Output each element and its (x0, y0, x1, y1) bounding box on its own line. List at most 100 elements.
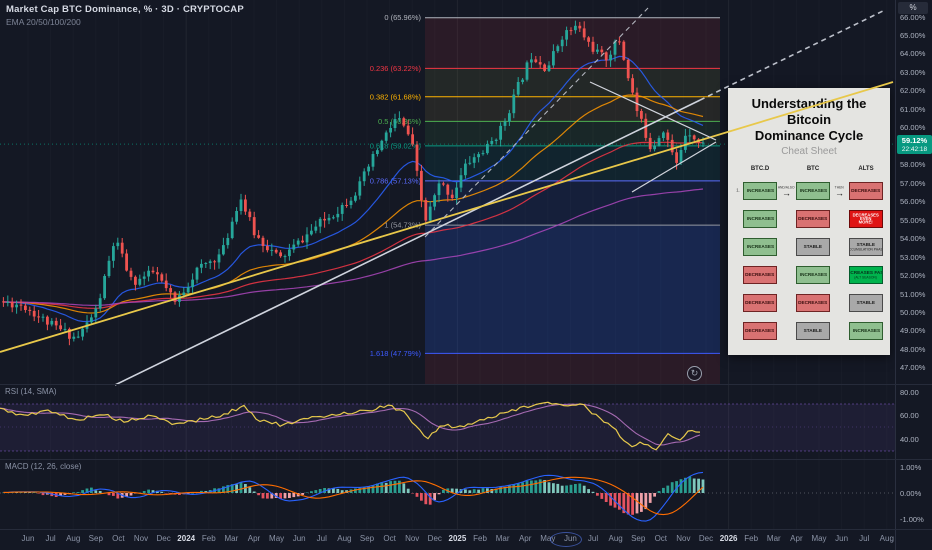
time-axis-label: Feb (201, 534, 216, 543)
fib-level-label: 0.382 (61.68%) (370, 92, 422, 101)
cheat-sheet-row: INCREASES DECREASES DECREASES EVEN MORE! (728, 210, 890, 228)
time-axis-label: May (540, 534, 556, 543)
cheat-cell: INCREASES (743, 238, 777, 256)
cheat-cell: INCREASES (796, 266, 830, 284)
time-axis-label: Oct (383, 534, 396, 543)
time-axis-label: Nov (676, 534, 691, 543)
arrow-connector: AND/ALSO → (777, 186, 796, 197)
time-axis-label: Feb (473, 534, 487, 543)
macd-axis-label: -1.00% (900, 514, 924, 524)
time-axis-label: 2024 (177, 534, 196, 543)
cheat-cell-text: INCREASES (852, 328, 880, 334)
fib-level-label: 1 (54.73%) (384, 221, 421, 230)
price-axis-label: 61.00% (900, 104, 926, 114)
cheat-sheet-panel[interactable]: Understanding the Bitcoin Dominance Cycl… (728, 88, 890, 355)
time-axis-label: Mar (495, 534, 510, 543)
fib-level-label: 0.236 (63.22%) (370, 64, 422, 73)
time-axis-label: Mar (224, 534, 239, 543)
price-axis-label: 55.00% (900, 215, 926, 225)
cheat-cell: DECREASES (796, 294, 830, 312)
cheat-cell: DECREASES (743, 294, 777, 312)
column-header-btcd: BTC.D (750, 166, 770, 172)
cheat-cell-text: INCREASES (746, 188, 774, 194)
rsi-axis-label: 60.00 (900, 411, 919, 421)
time-axis-label: Feb (744, 534, 759, 543)
fib-level-label: 1.618 (47.79%) (370, 349, 422, 358)
time-axis-label: Dec (156, 534, 171, 543)
arrow-label: THEN (835, 185, 844, 190)
cheat-cell: DECREASES (849, 182, 883, 200)
time-axis-label: Nov (405, 534, 420, 543)
time-axis-label: Aug (337, 534, 352, 543)
time-axis-label: Oct (654, 534, 668, 543)
time-axis-label: Jun (21, 534, 35, 543)
time-axis-label: Oct (112, 534, 125, 543)
fib-level-label: 0.786 (57.13%) (370, 176, 422, 185)
macd-axis-label: 0.00% (900, 488, 922, 498)
price-axis-label: 57.00% (900, 178, 926, 188)
cheat-cell-text: DECREASES (798, 216, 828, 222)
time-axis-label: Jun (835, 534, 849, 543)
cheat-cell-text: DECREASES (745, 328, 775, 334)
time-axis-label: 2025 (448, 534, 467, 543)
cheat-cell-subtext: (ALT SEASON) (854, 275, 878, 280)
cheat-cell-text: DECREASES (798, 300, 828, 306)
cheat-sheet-title: Understanding the Bitcoin Dominance Cycl… (751, 96, 867, 143)
cheat-cell-text: INCREASES (799, 188, 827, 194)
pane-separator (0, 529, 932, 530)
chart-legend: Market Cap BTC Dominance, % · 3D · CRYPT… (6, 4, 244, 27)
time-axis-label: Sep (359, 534, 375, 543)
price-axis-label: 58.00% (900, 160, 926, 170)
price-axis-label: 60.00% (900, 123, 926, 133)
time-axis-label: 2026 (719, 534, 738, 543)
price-axis-label: 49.00% (900, 326, 926, 336)
rsi-axis-label: 80.00 (900, 387, 919, 397)
pane-separator[interactable] (0, 384, 932, 385)
cheat-cell: STABLE(ACCUMULATION PHASE) (849, 238, 883, 256)
price-axis[interactable]: % 59.12% 22:42:18 66.00% 65.00% 64.00% 63.0… (895, 0, 932, 550)
pane-separator[interactable] (0, 459, 932, 460)
rsi-indicator-label[interactable]: RSI (14, SMA) (5, 387, 57, 396)
bar-countdown: 22:42:18 (901, 146, 928, 153)
current-price-tag: 59.12% 22:42:18 (897, 135, 932, 154)
symbol-title[interactable]: Market Cap BTC Dominance, % · 3D · CRYPT… (6, 4, 244, 15)
time-axis-label: May (269, 534, 285, 543)
indicator-label[interactable]: EMA 20/50/100/200 (6, 17, 81, 27)
cheat-sheet-row: 1. INCREASES AND/ALSO → INCREASES THEN → DECREA… (728, 182, 890, 200)
time-axis-label: Mar (766, 534, 781, 543)
time-axis-label: Aug (608, 534, 623, 543)
column-header-alts: ALTS (858, 166, 874, 172)
time-axis-label: Nov (133, 534, 149, 543)
time-axis[interactable]: Jun Jul Aug Sep Oct Nov Dec 2024 Feb Mar Apr May Jun… (0, 530, 895, 550)
cheat-cell: STABLE (796, 322, 830, 340)
cheat-cell-text: INCREASES (746, 216, 774, 222)
cheat-sheet-subtitle: Cheat Sheet (781, 146, 837, 157)
current-price-value: 59.12% (901, 136, 928, 145)
cheat-cell: STABLE (796, 238, 830, 256)
cheat-cell: DECREASES EVEN MORE! (849, 210, 883, 228)
cheat-cell-text: STABLE (803, 244, 823, 250)
column-header-btc: BTC (806, 166, 820, 172)
cheat-cell: INCREASES (849, 322, 883, 340)
cheat-cell: INCREASES (743, 182, 777, 200)
time-axis-label: Dec (427, 534, 442, 543)
cheat-sheet-row: DECREASES INCREASES INCREASES FAST(ALT SEA… (728, 266, 890, 284)
time-axis-label: May (811, 534, 827, 543)
cheat-cell-text: INCREASES FAST (850, 270, 882, 275)
cheat-cell-text: STABLE (856, 242, 876, 247)
cheat-sheet-rows: 1. INCREASES AND/ALSO → INCREASES THEN → DECREA… (728, 182, 890, 340)
arrow-right-icon: → (782, 187, 791, 198)
price-axis-label: 65.00% (900, 30, 926, 40)
circular-arrow-icon[interactable]: ↻ (687, 366, 702, 381)
macd-indicator-label[interactable]: MACD (12, 26, close) (5, 462, 82, 471)
price-axis-label: 64.00% (900, 49, 926, 59)
cheat-sheet-row: DECREASES DECREASES STABLE (728, 294, 890, 312)
cheat-cell-text: STABLE (803, 328, 823, 334)
price-axis-label: 48.00% (900, 344, 926, 354)
cheat-cell: INCREASES (743, 210, 777, 228)
price-axis-label: 54.00% (900, 234, 926, 244)
time-axis-label: Aug (66, 534, 81, 543)
time-axis-label: Jul (45, 534, 56, 543)
cheat-cell-text: DECREASES (745, 300, 775, 306)
